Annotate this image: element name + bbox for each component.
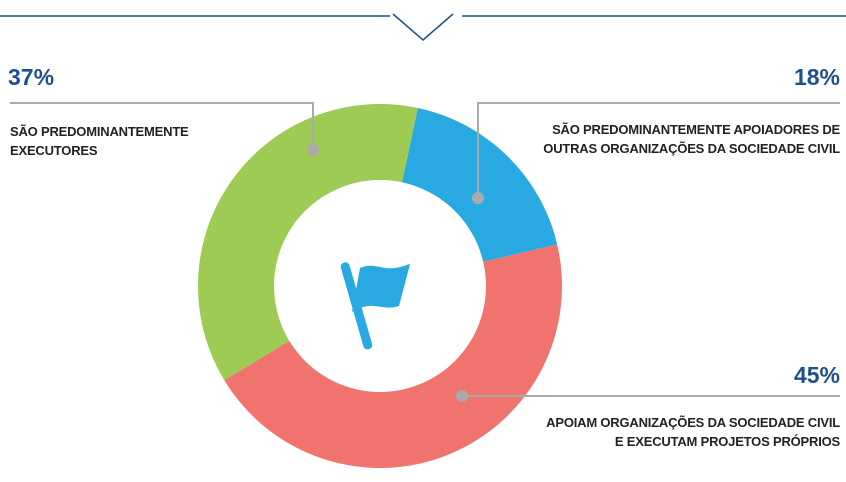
- leader-lines: [10, 102, 840, 397]
- leader-dots: [307, 144, 484, 402]
- value-label: 45%: [793, 362, 840, 388]
- category-label: APOIAM ORGANIZAÇÕES DA SOCIEDADE CIVIL E…: [546, 415, 840, 449]
- flag-icon: [340, 262, 410, 350]
- category-label: SÃO PREDOMINANTEMENTE EXECUTORES: [10, 124, 189, 158]
- header-decoration: [0, 13, 846, 41]
- category-label: SÃO PREDOMINANTEMENTE APOIADORES DE OUTR…: [543, 122, 840, 156]
- value-label: 18%: [793, 64, 840, 90]
- value-label: 37%: [8, 64, 55, 90]
